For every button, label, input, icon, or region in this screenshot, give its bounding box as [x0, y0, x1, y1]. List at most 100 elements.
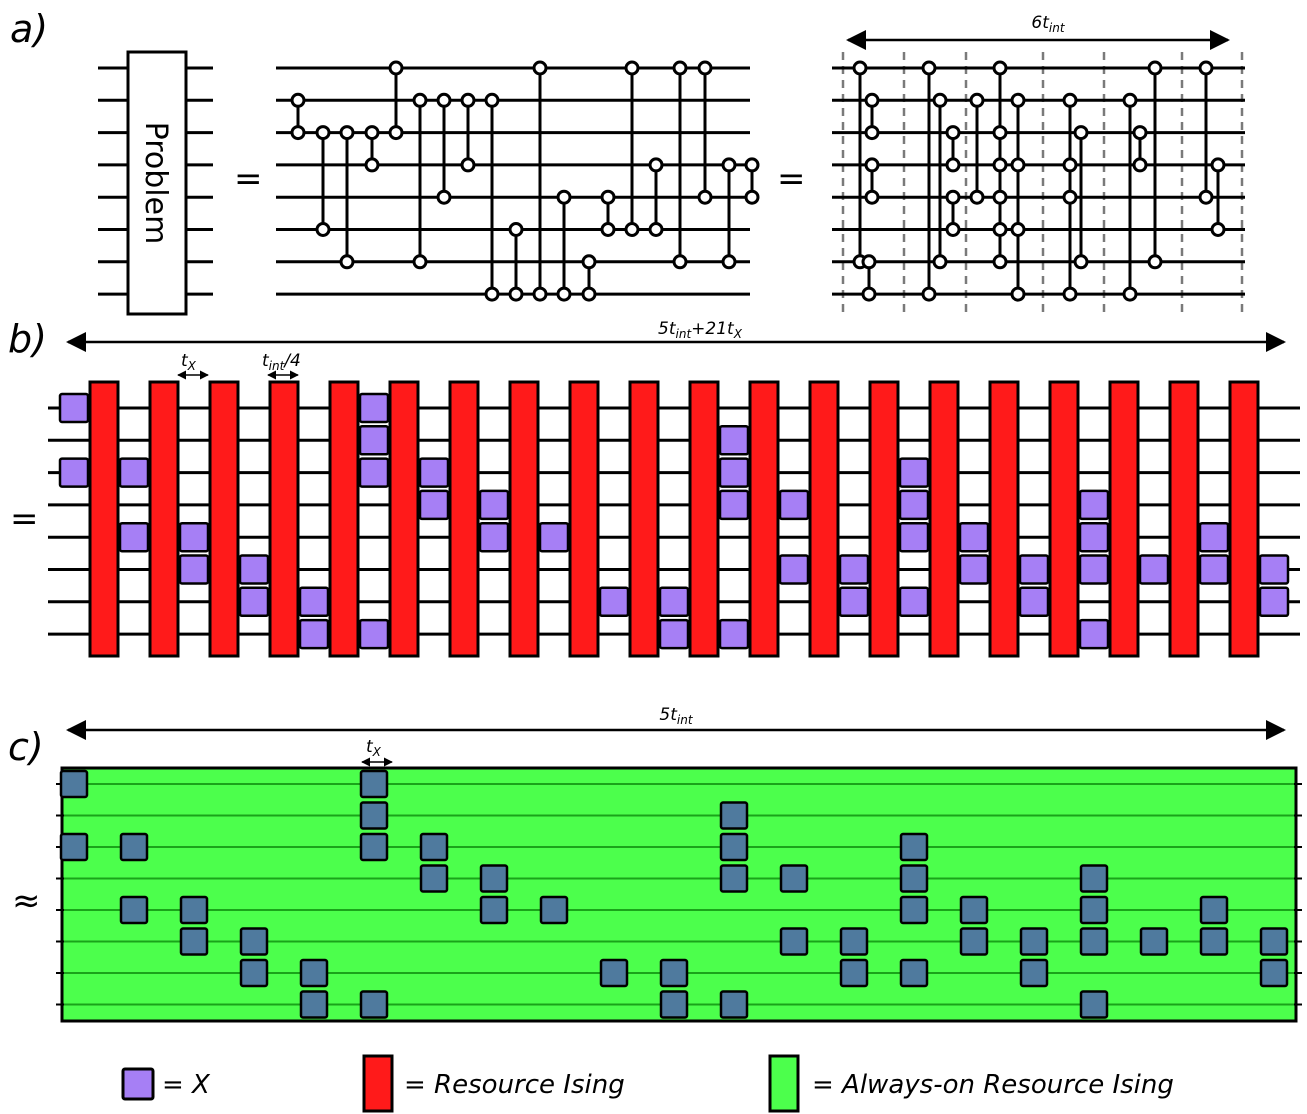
cz-gate-node	[852, 60, 868, 76]
x-pulse	[1199, 895, 1229, 925]
resource-ising-bar	[268, 380, 300, 658]
x-pulse	[1019, 958, 1049, 988]
cz-gate-node	[1132, 157, 1148, 173]
cz-gate-node	[721, 157, 737, 173]
x-pulse	[298, 586, 330, 618]
resource-ising-bar	[388, 380, 420, 658]
resource-ising-bar	[688, 380, 720, 658]
x-pulse	[958, 554, 990, 585]
x-pulse	[1259, 958, 1289, 988]
legend-x-swatch	[121, 1067, 155, 1101]
x-pulse	[1258, 586, 1290, 618]
x-pulses-c	[59, 769, 1289, 1019]
cz-gate-node	[532, 286, 548, 302]
x-pulse	[238, 586, 270, 618]
cz-gate-node	[581, 254, 597, 270]
x-pulse	[179, 927, 209, 956]
tx-label-c: tX	[366, 737, 382, 759]
cz-gate-node	[1010, 157, 1026, 173]
x-pulse	[658, 586, 690, 618]
x-pulse	[58, 392, 90, 424]
cz-gate-node	[436, 189, 452, 205]
x-pulse	[358, 457, 390, 488]
cz-gate-node	[1062, 157, 1078, 173]
cz-gate-node	[932, 254, 948, 270]
x-pulse	[899, 864, 929, 893]
x-pulse	[358, 618, 390, 650]
x-pulse	[59, 769, 89, 799]
resource-ising-bar	[868, 380, 900, 658]
resource-ising-bar	[328, 380, 360, 658]
x-pulse	[1198, 521, 1230, 553]
resource-ising-bars	[88, 380, 1260, 658]
panel-a: a) Problem = = 6tint	[10, 7, 1245, 318]
x-pulse	[178, 554, 210, 585]
cz-gate-node	[290, 92, 306, 108]
x-pulse	[778, 554, 810, 585]
cz-gate-node	[969, 92, 985, 108]
cz-gate-node	[744, 189, 760, 205]
x-pulse	[898, 586, 930, 618]
x-pulse	[1198, 554, 1230, 585]
x-pulse	[1259, 927, 1289, 956]
x-pulse	[1078, 618, 1110, 650]
x-pulse	[119, 895, 149, 925]
x-pulse	[658, 618, 690, 650]
cz-gate-node	[1062, 189, 1078, 205]
cz-gate-node	[1147, 254, 1163, 270]
x-pulse	[359, 990, 389, 1019]
x-pulse	[298, 618, 330, 650]
cz-gate-node	[864, 92, 880, 108]
cz-gate-node	[992, 157, 1008, 173]
x-pulse	[59, 832, 89, 862]
x-pulse	[1079, 927, 1109, 956]
x-pulse	[718, 618, 750, 650]
cz-gate-node	[556, 189, 572, 205]
cz-gate-node	[532, 60, 548, 76]
cz-gate-node	[364, 125, 380, 141]
x-pulse	[1078, 554, 1110, 585]
cz-gate-node	[1073, 125, 1089, 141]
resource-ising-bar	[88, 380, 120, 658]
cz-gate-node	[697, 189, 713, 205]
cz-gate-node	[1122, 286, 1138, 302]
cz-gate-node	[1210, 222, 1226, 237]
cz-gate-node	[1122, 92, 1138, 108]
legend: = X = Resource Ising = Always-on Resourc…	[121, 1054, 1174, 1113]
problem-box	[126, 50, 188, 316]
x-pulse	[959, 895, 989, 925]
cz-gate-node	[1010, 222, 1026, 237]
x-pulse	[719, 832, 749, 862]
cz-gate-node	[624, 222, 640, 237]
legend-always-on-text: = Always-on Resource Ising	[812, 1070, 1174, 1100]
resource-ising-bar	[928, 380, 960, 658]
x-pulse	[1138, 554, 1170, 585]
cz-gate-node	[315, 125, 331, 141]
cz-gate-node	[508, 222, 524, 237]
span-label-b: 5tint+21tX	[658, 319, 743, 341]
cz-gate-node	[1062, 92, 1078, 108]
cz-gate-node	[484, 92, 500, 108]
cz-gate-node	[992, 222, 1008, 237]
x-pulse	[359, 832, 389, 862]
x-pulse	[299, 990, 329, 1019]
cz-gate-node	[969, 189, 985, 205]
resource-ising-bar	[628, 380, 660, 658]
cz-gate-node	[992, 189, 1008, 205]
cz-gate-node	[864, 157, 880, 173]
x-pulse	[899, 895, 929, 925]
cz-gate-node	[744, 157, 760, 173]
cz-gate-node	[1210, 157, 1226, 173]
x-pulse	[1258, 554, 1290, 585]
legend-resource-text: = Resource Ising	[404, 1070, 625, 1100]
cz-gate-node	[1132, 125, 1148, 141]
cz-gate-node	[508, 286, 524, 302]
x-pulse	[718, 489, 750, 521]
resource-ising-bar	[208, 380, 240, 658]
x-pulse	[1019, 927, 1049, 956]
cz-gate-node	[339, 125, 355, 141]
cz-gate-node	[290, 125, 306, 141]
cz-gate-node	[992, 60, 1008, 76]
x-pulse	[659, 958, 689, 988]
